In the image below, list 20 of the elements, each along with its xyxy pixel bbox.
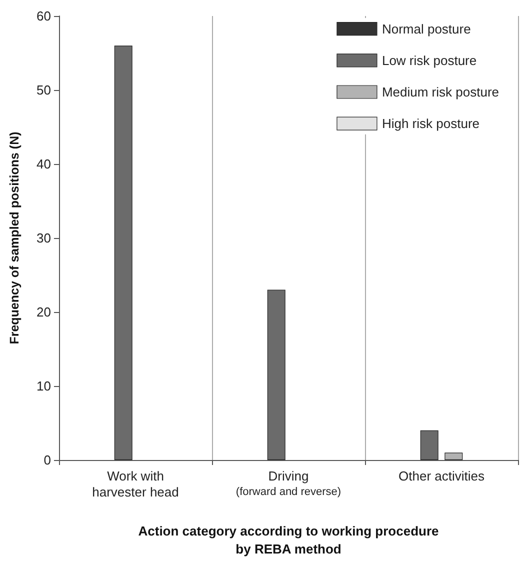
- bar: [420, 430, 438, 460]
- bar: [444, 452, 463, 460]
- bar: [114, 46, 132, 460]
- legend-label: Medium risk posture: [382, 84, 500, 100]
- y-tick-label: 50: [36, 82, 51, 98]
- x-tick-label: Work with harvester head: [92, 468, 179, 500]
- x-axis-title: Action category according to working procedure by REBA method: [138, 524, 439, 556]
- bar: [267, 290, 286, 460]
- x-tick-label: Other activities: [398, 468, 485, 484]
- y-axis-title: Frequency of sampled positions (N): [8, 132, 22, 344]
- y-tick-label: 20: [36, 304, 51, 320]
- legend-label: High risk posture: [382, 116, 480, 132]
- y-tick-label: 30: [36, 230, 51, 246]
- y-tick-label: 60: [36, 8, 51, 24]
- legend-label: Normal posture: [382, 21, 471, 36]
- y-tick-label: 0: [44, 452, 51, 468]
- x-tick-label: Driving (forward and reverse): [236, 468, 342, 498]
- y-tick-label: 40: [36, 156, 51, 172]
- y-tick-label: 10: [36, 378, 51, 394]
- legend-label: Low risk posture: [382, 52, 477, 68]
